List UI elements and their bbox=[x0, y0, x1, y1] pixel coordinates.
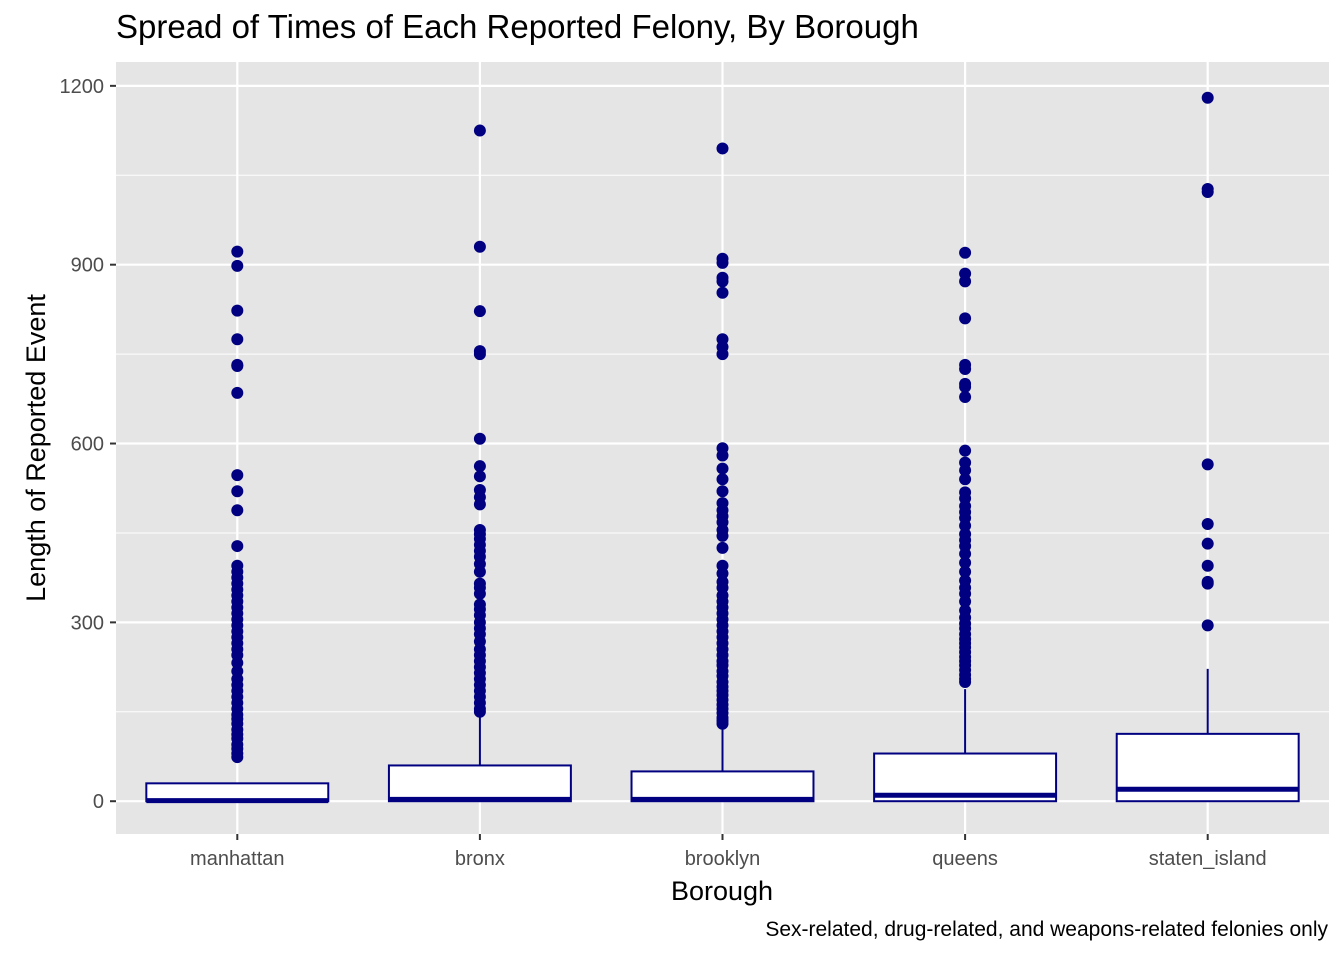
outlier-point bbox=[959, 595, 972, 608]
x-tick-label: staten_island bbox=[1149, 848, 1267, 870]
x-axis-title: Borough bbox=[671, 876, 773, 906]
chart-caption: Sex-related, drug-related, and weapons-r… bbox=[765, 918, 1328, 941]
outlier-point bbox=[1201, 458, 1214, 471]
outlier-point bbox=[959, 391, 972, 404]
outlier-point bbox=[716, 485, 729, 498]
outlier-point bbox=[959, 363, 972, 376]
box-brooklyn bbox=[630, 142, 815, 803]
outlier-point bbox=[1201, 577, 1214, 590]
outlier-point bbox=[1201, 537, 1214, 550]
y-tick-label: 600 bbox=[71, 434, 104, 456]
outlier-point bbox=[959, 556, 972, 569]
outlier-point bbox=[959, 312, 972, 325]
outlier-point bbox=[959, 519, 972, 532]
outlier-point bbox=[716, 473, 729, 486]
outlier-point bbox=[959, 565, 972, 578]
x-tick-label: manhattan bbox=[190, 848, 285, 870]
outlier-point bbox=[716, 567, 729, 580]
outlier-point bbox=[231, 245, 244, 258]
outlier-point bbox=[716, 142, 729, 155]
outlier-point bbox=[231, 504, 244, 517]
y-axis-title: Length of Reported Event bbox=[21, 294, 51, 602]
outlier-point bbox=[716, 529, 729, 542]
outlier-point bbox=[473, 348, 486, 361]
outlier-point bbox=[473, 587, 486, 600]
outlier-point bbox=[959, 444, 972, 457]
outlier-point bbox=[716, 449, 729, 462]
chart-title: Spread of Times of Each Reported Felony,… bbox=[116, 8, 919, 45]
x-axis: manhattan bronx brooklyn queens staten_islan… bbox=[190, 834, 1267, 870]
outlier-point bbox=[473, 240, 486, 253]
outlier-point bbox=[1201, 91, 1214, 104]
box-queens bbox=[873, 246, 1058, 803]
outlier-point bbox=[1201, 559, 1214, 572]
outlier-point bbox=[473, 705, 486, 718]
box-iqr bbox=[387, 764, 572, 803]
outlier-point bbox=[231, 259, 244, 272]
outlier-point bbox=[959, 275, 972, 288]
y-tick-label: 900 bbox=[71, 255, 104, 277]
x-tick-label: queens bbox=[932, 848, 998, 870]
outlier-point bbox=[473, 470, 486, 483]
outlier-point bbox=[231, 485, 244, 498]
outlier-point bbox=[716, 541, 729, 554]
outlier-point bbox=[716, 275, 729, 288]
outlier-point bbox=[473, 565, 486, 578]
outlier-point bbox=[473, 460, 486, 473]
box-manhattan bbox=[145, 245, 330, 804]
y-axis: 0 300 600 900 1200 bbox=[60, 76, 116, 813]
outlier-point bbox=[959, 380, 972, 393]
outlier-point bbox=[473, 124, 486, 137]
outlier-point bbox=[1201, 185, 1214, 198]
outlier-point bbox=[716, 256, 729, 269]
outlier-point bbox=[231, 360, 244, 373]
outlier-point bbox=[231, 656, 244, 669]
outlier-point bbox=[716, 348, 729, 361]
x-tick-label: bronx bbox=[455, 848, 505, 870]
outlier-point bbox=[959, 464, 972, 477]
outlier-point bbox=[959, 675, 972, 688]
outlier-point bbox=[231, 751, 244, 764]
outlier-point bbox=[231, 386, 244, 399]
outlier-point bbox=[473, 432, 486, 445]
outlier-point bbox=[1201, 518, 1214, 531]
outlier-point bbox=[959, 246, 972, 259]
outlier-point bbox=[231, 333, 244, 346]
outlier-point bbox=[959, 547, 972, 560]
box-iqr bbox=[630, 770, 815, 803]
outlier-point bbox=[716, 462, 729, 475]
y-tick-label: 0 bbox=[93, 791, 104, 813]
outlier-point bbox=[473, 498, 486, 511]
boxes bbox=[145, 91, 1300, 804]
outlier-point bbox=[716, 286, 729, 299]
x-tick-label: brooklyn bbox=[685, 848, 761, 870]
y-tick-label: 300 bbox=[71, 612, 104, 634]
outlier-point bbox=[231, 469, 244, 482]
outlier-point bbox=[231, 540, 244, 553]
outlier-point bbox=[1201, 619, 1214, 632]
outlier-point bbox=[716, 717, 729, 730]
box-bronx bbox=[387, 124, 572, 803]
outlier-point bbox=[473, 305, 486, 318]
outlier-point bbox=[959, 473, 972, 486]
outlier-point bbox=[231, 304, 244, 317]
box-staten_island bbox=[1115, 91, 1300, 803]
y-tick-label: 1200 bbox=[60, 76, 105, 98]
